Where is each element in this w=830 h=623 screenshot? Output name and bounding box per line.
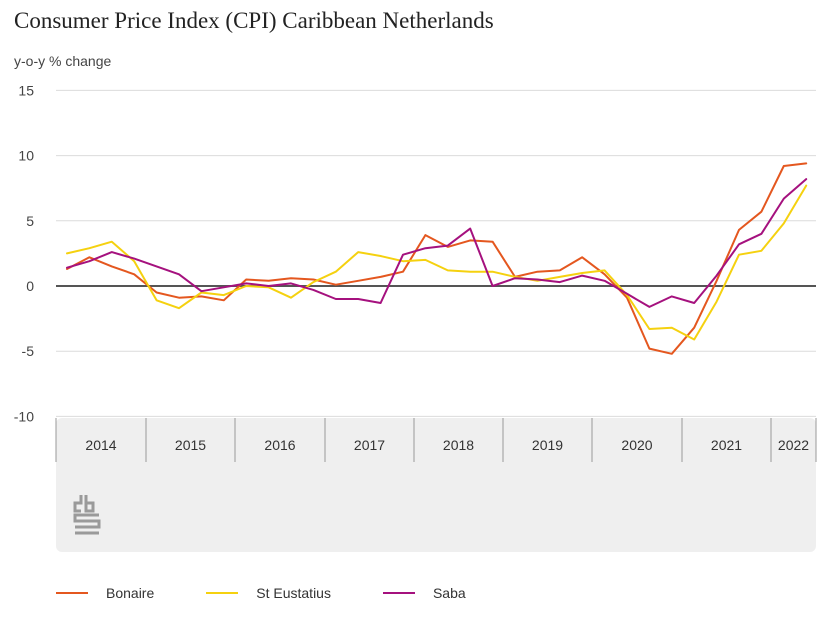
series-line-st-eustatius <box>66 184 808 341</box>
legend-swatch <box>56 592 88 594</box>
chart-title: Consumer Price Index (CPI) Caribbean Net… <box>14 8 494 33</box>
legend-label: Bonaire <box>106 585 155 601</box>
x-tick-label: 2015 <box>175 437 206 453</box>
legend: Bonaire St Eustatius Saba <box>56 585 518 601</box>
x-tick-label: 2020 <box>621 437 652 453</box>
x-tick-label: 2021 <box>711 437 742 453</box>
legend-item-saba: Saba <box>382 585 466 601</box>
legend-swatch <box>382 592 415 594</box>
x-tick-label: 2016 <box>264 437 295 453</box>
x-tick-label: 2022 <box>778 437 809 453</box>
legend-label: St Eustatius <box>256 585 331 601</box>
y-tick-labels: -10 -5 0 5 10 15 <box>14 82 34 424</box>
y-tick-label: 5 <box>26 213 34 229</box>
x-axis-panel <box>56 418 816 552</box>
series-line-bonaire <box>66 162 808 355</box>
y-tick-label: 15 <box>18 82 34 98</box>
y-tick-label: 0 <box>26 278 34 294</box>
legend-swatch <box>206 592 239 594</box>
y-tick-label: 10 <box>18 148 34 164</box>
legend-item-bonaire: Bonaire <box>56 585 154 601</box>
series-lines <box>66 162 808 355</box>
x-tick-marks: 2014 2015 2016 2017 2018 2019 2020 2021 2022 <box>55 418 817 462</box>
y-tick-label: -10 <box>14 408 34 424</box>
x-tick-label: 2017 <box>354 437 385 453</box>
x-tick-label: 2014 <box>85 437 116 453</box>
legend-label: Saba <box>432 585 466 601</box>
grid-lines <box>56 89 816 417</box>
y-tick-label: -5 <box>22 343 35 359</box>
legend-item-st-eustatius: St Eustatius <box>206 585 331 601</box>
y-axis-label: y-o-y % change <box>14 53 112 69</box>
series-line-saba <box>66 178 808 308</box>
cbs-logo-icon <box>73 495 101 535</box>
x-tick-label: 2019 <box>532 437 563 453</box>
x-tick-label: 2018 <box>443 437 474 453</box>
